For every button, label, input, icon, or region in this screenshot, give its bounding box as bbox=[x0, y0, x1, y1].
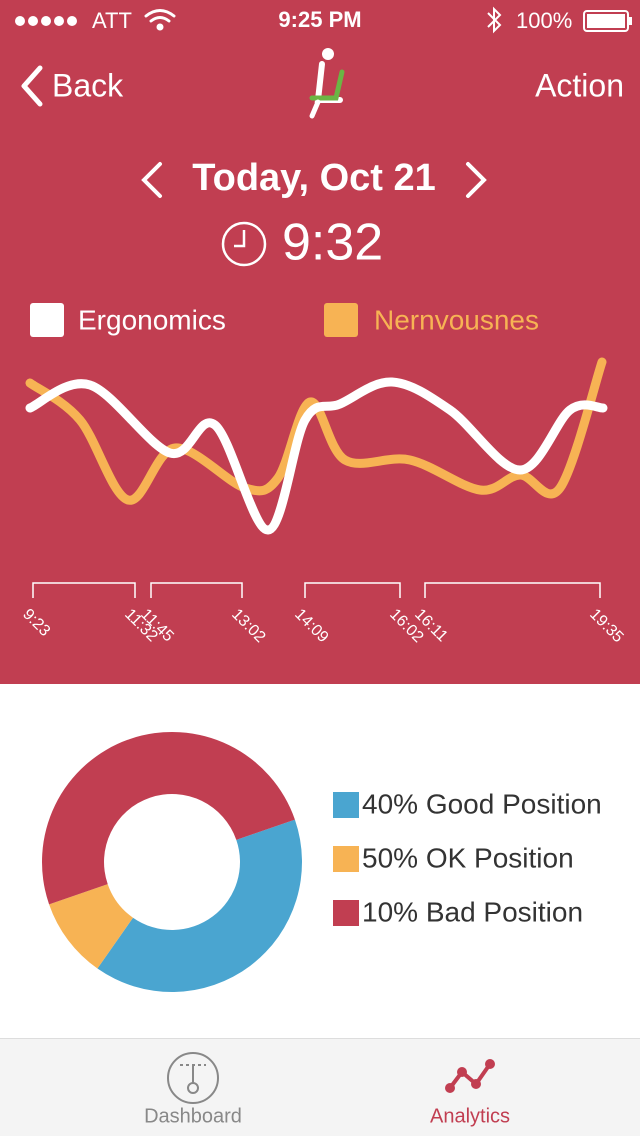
legend-label: 50% OK Position bbox=[362, 842, 574, 873]
legend-label: 10% Bad Position bbox=[362, 896, 583, 927]
time-bracket bbox=[304, 582, 401, 598]
content-bg bbox=[0, 684, 640, 1038]
ergonomics-line bbox=[25, 377, 608, 535]
time-bracket bbox=[424, 582, 601, 598]
dashboard-tab[interactable]: Dashboard bbox=[144, 1052, 242, 1127]
battery-outline bbox=[583, 10, 629, 32]
next-day[interactable] bbox=[466, 162, 487, 198]
prev-day[interactable] bbox=[141, 162, 162, 198]
wifi bbox=[144, 9, 176, 31]
tab-bar bbox=[0, 1038, 640, 1136]
date-label: Today, Oct 21 bbox=[192, 157, 436, 199]
back-label[interactable]: Back bbox=[52, 67, 124, 103]
dashboard-icon bbox=[167, 1052, 219, 1104]
donut-slice bbox=[97, 819, 302, 992]
action-button[interactable]: Action bbox=[535, 67, 624, 103]
elapsed-time: 9:32 bbox=[282, 214, 383, 272]
legend-swatch bbox=[333, 846, 359, 872]
analytics-tab[interactable]: Analytics bbox=[430, 1059, 510, 1127]
nervousness-line bbox=[25, 357, 607, 505]
logo bbox=[309, 48, 345, 119]
analytics-icon bbox=[445, 1059, 495, 1093]
signal bbox=[15, 16, 77, 26]
clock-icon bbox=[221, 221, 267, 267]
battery-tip bbox=[629, 17, 632, 25]
header-bg bbox=[0, 0, 640, 684]
donut-slice bbox=[49, 884, 133, 969]
time-bracket bbox=[150, 582, 243, 598]
carrier: ATT bbox=[92, 8, 132, 33]
clock-time: 9:25 PM bbox=[278, 7, 361, 32]
legend-label: 40% Good Position bbox=[362, 788, 602, 819]
battery-level: 100% bbox=[516, 8, 572, 33]
legend-label: Nernvousnes bbox=[374, 304, 539, 335]
back-button[interactable]: Back bbox=[21, 65, 124, 107]
legend-swatch bbox=[30, 303, 64, 337]
bluetooth bbox=[487, 6, 502, 34]
donut-slice bbox=[42, 731, 295, 905]
time-bracket bbox=[32, 582, 136, 598]
tab-label[interactable]: Analytics bbox=[430, 1105, 510, 1127]
legend-swatch bbox=[324, 303, 358, 337]
legend-swatch bbox=[333, 792, 359, 818]
tab-label[interactable]: Dashboard bbox=[144, 1105, 242, 1127]
battery-fill bbox=[587, 14, 625, 28]
legend-swatch bbox=[333, 900, 359, 926]
back-chevron bbox=[21, 65, 43, 107]
legend-label: Ergonomics bbox=[78, 304, 226, 335]
